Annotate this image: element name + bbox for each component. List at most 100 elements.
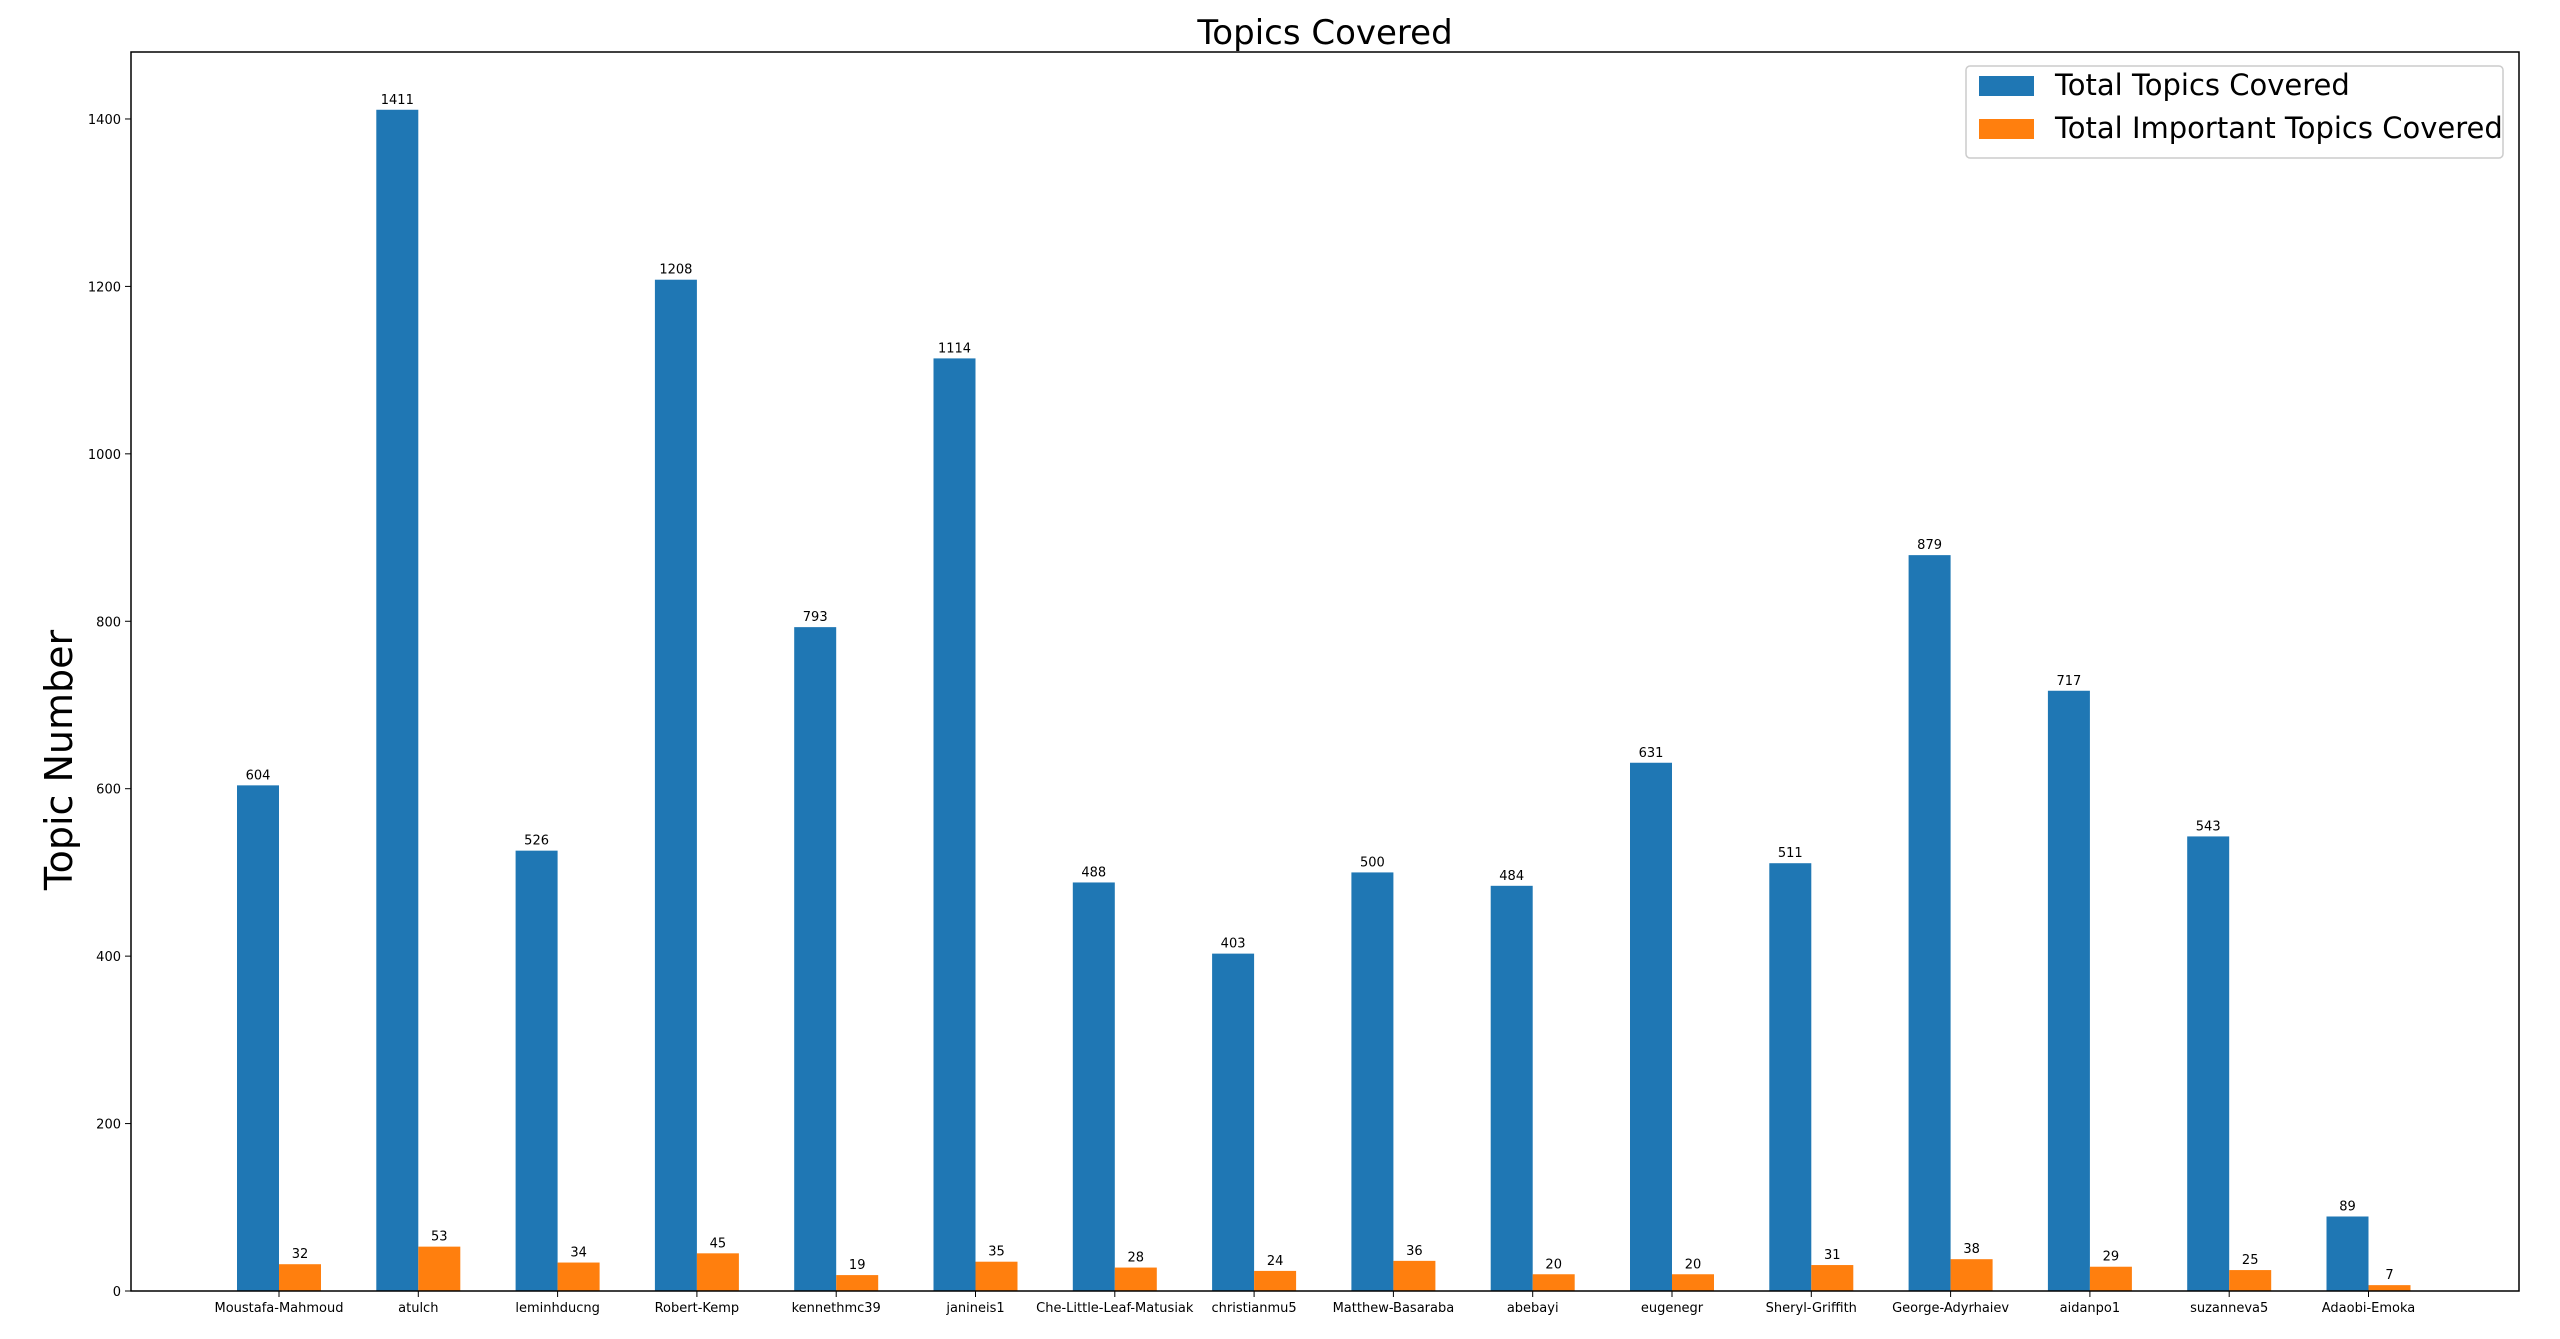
y-tick-label: 1000 [88,448,121,463]
x-tick-label: George-Adyrhaiev [1892,1301,2009,1316]
x-tick-label: Sheryl-Griffith [1766,1301,1857,1316]
x-tick-label: aidanpo1 [2060,1301,2121,1316]
bar-value-label: 32 [292,1247,309,1262]
bar-value-label: 29 [2103,1250,2120,1265]
x-tick-label: janineis1 [945,1301,1004,1316]
bar-labels-layer: 604 32 1411 53 526 34 1208 45 793 19 1114 35 488 28 40… [246,93,2394,1283]
x-axis-ticks: Moustafa-Mahmoud atulch leminhducng Robert-… [214,1291,2415,1316]
bar-value-label: 45 [710,1236,727,1251]
bar-value-label: 488 [1081,865,1106,880]
bar-total-14 [2187,836,2230,1291]
bar-value-label: 24 [1267,1254,1284,1269]
bar-value-label: 717 [2056,674,2081,689]
x-tick-label: eugenegr [1641,1301,1704,1316]
bar-total-11 [1769,863,1812,1291]
bar-important-0 [279,1264,321,1291]
legend-box [1965,65,2504,159]
bar-important-4 [836,1275,879,1291]
bar-important-9 [1532,1274,1575,1291]
legend-swatch-1 [1979,119,2034,139]
bar-total-4 [794,627,837,1291]
bar-value-label: 484 [1499,869,1524,884]
bar-value-label: 403 [1221,937,1246,952]
bar-value-label: 604 [246,768,271,783]
bar-value-label: 53 [431,1230,448,1245]
y-axis-ticks: 0 200 400 600 800 1000 1200 1400 [88,113,131,1300]
bar-total-13 [2047,690,2090,1291]
x-tick-label: Moustafa-Mahmoud [214,1301,343,1316]
x-tick-label: Matthew-Basaraba [1333,1301,1455,1316]
y-tick-label: 1200 [88,280,121,295]
bar-important-5 [975,1261,1018,1291]
bar-total-9 [1490,885,1533,1291]
x-tick-label: abebayi [1507,1301,1559,1316]
bar-value-label: 34 [570,1246,587,1261]
x-tick-label: Che-Little-Leaf-Matusiak [1036,1301,1194,1316]
bar-important-15 [2368,1285,2411,1291]
bar-value-label: 7 [2385,1268,2393,1283]
y-tick-label: 0 [113,1285,121,1300]
bar-total-3 [654,279,697,1291]
chart-title: Topics Covered [1196,13,1452,53]
bar-value-label: 1114 [938,341,971,356]
bar-important-7 [1254,1270,1297,1291]
bar-value-label: 1208 [659,263,692,278]
bar-total-0 [237,785,279,1291]
bar-value-label: 20 [1545,1257,1562,1272]
bars-layer [237,109,2411,1292]
bar-value-label: 38 [1963,1242,1980,1257]
bar-total-8 [1351,872,1394,1291]
y-tick-label: 800 [96,615,121,630]
bar-total-10 [1630,762,1672,1291]
x-tick-label: leminhducng [515,1301,600,1316]
y-tick-label: 200 [96,1118,121,1133]
bar-value-label: 35 [988,1245,1005,1260]
x-tick-label: suzanneva5 [2190,1301,2268,1316]
bar-value-label: 511 [1778,846,1803,861]
bar-total-12 [1908,555,1951,1291]
bar-value-label: 500 [1360,855,1385,870]
plot-frame [130,51,2520,1292]
bar-value-label: 879 [1917,538,1942,553]
legend-label-0: Total Topics Covered [2054,68,2350,102]
legend: Total Topics Covered Total Important Topi… [1965,65,2504,159]
bar-value-label: 20 [1685,1257,1702,1272]
bar-total-2 [515,850,558,1291]
bar-total-1 [376,109,419,1292]
x-tick-label: Adaobi-Emoka [2322,1301,2416,1316]
bar-value-label: 31 [1824,1248,1841,1263]
x-tick-label: christianmu5 [1211,1301,1296,1316]
bar-value-label: 36 [1406,1244,1423,1259]
bar-important-10 [1672,1274,1714,1291]
bar-important-6 [1114,1267,1157,1291]
bar-total-6 [1072,882,1115,1291]
x-tick-label: Robert-Kemp [655,1301,740,1316]
legend-swatch-0 [1979,76,2034,96]
bar-important-12 [1950,1259,1993,1291]
bar-important-2 [557,1262,600,1291]
bar-value-label: 631 [1639,746,1664,761]
bar-important-13 [2089,1266,2132,1291]
x-tick-label: atulch [398,1301,438,1316]
bar-value-label: 28 [1128,1251,1145,1266]
bar-total-15 [2326,1216,2369,1291]
bar-total-7 [1212,953,1255,1291]
bar-important-14 [2229,1270,2272,1291]
bar-value-label: 19 [849,1258,866,1273]
legend-label-1: Total Important Topics Covered [2054,111,2503,145]
bar-important-11 [1811,1265,1854,1291]
bar-value-label: 1411 [381,93,414,108]
y-axis-label: Topic Number [37,629,81,891]
x-tick-label: kennethmc39 [792,1301,881,1316]
y-tick-label: 1400 [88,113,121,128]
bar-important-3 [696,1253,739,1291]
bar-value-label: 89 [2339,1199,2356,1214]
bar-important-1 [418,1246,461,1291]
bar-important-8 [1393,1260,1436,1291]
bar-total-5 [933,358,976,1291]
y-tick-label: 600 [96,783,121,798]
bar-value-label: 526 [524,834,549,849]
bar-value-label: 793 [803,610,828,625]
